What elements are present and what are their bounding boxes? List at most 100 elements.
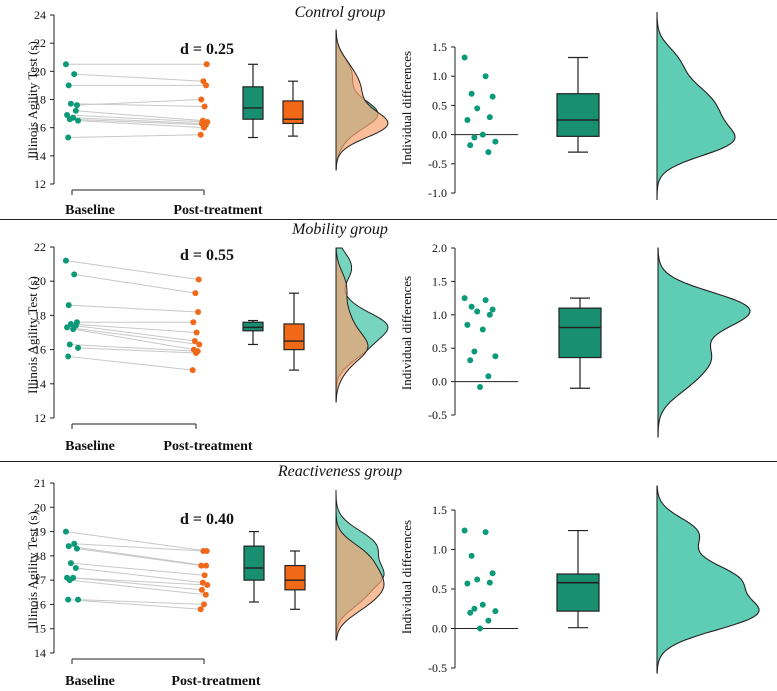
difference-point (492, 353, 499, 360)
baseline-point (75, 117, 82, 124)
baseline-point (73, 545, 80, 552)
y-tick-label: 22 (34, 240, 46, 254)
post-point (197, 606, 204, 613)
density-post (335, 490, 385, 641)
difference-point (461, 527, 468, 534)
diff-y-tick-label: 0.5 (432, 582, 447, 596)
y-tick-label: 22 (34, 36, 46, 50)
baseline-point (75, 344, 82, 351)
difference-point (489, 570, 496, 577)
chart-marks: 12 14 16 18 20 22 24 -1.0 -0.5 0.0 0.5 1.0 1.5 12 14 16… (34, 8, 760, 675)
density-post (335, 29, 389, 171)
y-tick-label: 18 (34, 549, 46, 563)
baseline-point (67, 560, 74, 567)
diff-y-tick-label: 0.5 (432, 98, 447, 112)
y-tick-label: 16 (34, 597, 46, 611)
ylabel-reactiveness: Illinois Agility Test (s) (25, 511, 40, 629)
pair-line (69, 343, 198, 352)
diff-y-tick-label: 2.0 (432, 241, 447, 255)
post-point (200, 548, 207, 554)
box-post-box (282, 100, 304, 125)
difference-point (468, 90, 475, 97)
difference-point (482, 297, 489, 304)
difference-point (477, 383, 483, 390)
density-post (335, 247, 369, 403)
baseline-point (75, 596, 82, 603)
baseline-point (73, 102, 80, 109)
difference-point (482, 73, 489, 80)
y-tick-label: 16 (34, 343, 46, 357)
post-point (199, 579, 206, 586)
baseline-point (72, 565, 79, 571)
pair-line (68, 545, 207, 567)
box-post-box (284, 564, 306, 591)
diff-y-tick-label: -0.5 (428, 661, 447, 675)
baseline-point (62, 528, 69, 535)
baseline-point (65, 82, 72, 89)
pair-line (73, 577, 202, 591)
post-point (204, 582, 211, 588)
diff-ylabel-control: Individual differences (399, 51, 414, 165)
diff-y-tick-label: 0.5 (432, 341, 447, 355)
post-point (201, 103, 208, 110)
baseline-point (71, 71, 78, 78)
diff-box (558, 307, 602, 359)
post-point (201, 572, 208, 579)
diff-y-tick-label: 0.0 (432, 622, 447, 636)
box-post-box (283, 323, 305, 351)
diff-ylabel-mobility: Individual differences (399, 276, 414, 390)
post-point (197, 131, 204, 138)
pair-line (65, 260, 199, 280)
panel-title-mobility: Mobility group (291, 221, 388, 238)
baseline-point (66, 341, 73, 348)
difference-point (467, 142, 474, 149)
difference-point (461, 295, 468, 302)
panel-title-reactiveness: Reactiveness group (277, 463, 402, 480)
pair-line (70, 103, 205, 108)
xlabel-post-control: Post-treatment (173, 203, 262, 218)
baseline-point (70, 326, 77, 333)
pair-line (78, 347, 197, 354)
xlabel-post-reactiveness: Post-treatment (171, 674, 260, 689)
post-point (203, 562, 210, 569)
difference-point (471, 605, 478, 612)
difference-point (471, 348, 478, 355)
post-point (201, 601, 207, 608)
pair-line (66, 326, 200, 345)
difference-point (479, 131, 486, 138)
diff-y-tick-label: 1.5 (432, 274, 447, 288)
pair-line (74, 273, 196, 294)
difference-point (486, 114, 493, 121)
post-point (203, 82, 210, 89)
xlabel-post-mobility: Post-treatment (163, 439, 252, 454)
difference-point (485, 373, 492, 380)
difference-point (464, 580, 471, 587)
panel-title-control: Control group (295, 4, 386, 21)
post-point (191, 338, 198, 345)
difference-point (477, 625, 483, 632)
pair-line (68, 304, 199, 313)
difference-point (479, 326, 486, 333)
baseline-point (64, 324, 71, 331)
diff-box (556, 93, 600, 137)
difference-point (468, 552, 475, 559)
pair-line (75, 567, 203, 584)
y-tick-label: 24 (34, 8, 46, 22)
y-tick-label: 20 (34, 500, 46, 514)
effect-size-mobility: d = 0.55 (180, 247, 234, 264)
diff-y-tick-label: 1.0 (432, 543, 447, 557)
post-point (202, 591, 209, 598)
diff-y-tick-label: 0.0 (432, 128, 447, 142)
post-point (201, 124, 207, 131)
baseline-point (65, 353, 72, 360)
baseline-point (66, 577, 73, 584)
post-point (190, 319, 197, 326)
baseline-point (67, 320, 74, 327)
diff-ylabel-reactiveness: Individual differences (399, 520, 414, 634)
y-tick-label: 20 (34, 274, 46, 288)
difference-point (479, 601, 486, 608)
difference-point (461, 54, 468, 61)
difference-point (464, 117, 471, 123)
difference-point (482, 529, 489, 536)
post-point (198, 96, 205, 103)
